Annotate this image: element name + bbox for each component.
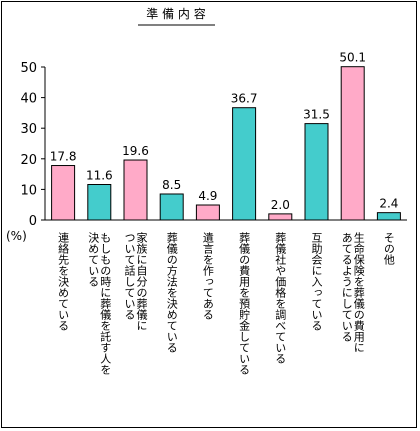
category-label: 葬儀の費用を預貯金している (238, 232, 251, 375)
data-label: 4.9 (198, 189, 217, 203)
bar (159, 193, 184, 221)
data-label: 17.8 (50, 150, 77, 164)
bar (87, 184, 112, 221)
y-tick-label: 10 (20, 183, 37, 198)
bar (340, 66, 365, 221)
bar (376, 212, 401, 221)
data-label: 2.0 (271, 198, 290, 212)
data-label: 36.7 (231, 92, 258, 106)
data-label: 31.5 (303, 108, 330, 122)
data-label: 8.5 (162, 178, 181, 192)
category-label: 決めている (87, 232, 100, 287)
y-tick-label: 30 (20, 122, 37, 137)
category-label: ついて話している (123, 232, 136, 320)
category-label: 葬儀社や価格を調べている (274, 232, 287, 364)
bar (304, 123, 329, 221)
y-tick-label: 40 (20, 92, 37, 107)
category-label: 家族に自分の葬儀に (135, 231, 148, 331)
category-label: 生命保険を葬儀の費用に (352, 231, 365, 353)
bar (195, 204, 220, 221)
category-label: もしもの時に葬儀を託す人を (99, 232, 112, 375)
data-label: 50.1 (339, 51, 366, 65)
data-label: 11.6 (86, 169, 113, 183)
bar (232, 107, 257, 221)
category-label: 互助会に入っている (310, 232, 323, 331)
data-label: 2.4 (379, 197, 398, 211)
plot-area: 0 10 20 30 40 50 17.8 連絡先を決めている 11.6 もしもの時に葬儀を託す人… (20, 51, 407, 375)
category-label: その他 (382, 232, 395, 265)
data-label: 19.6 (122, 144, 149, 158)
y-tick-label: 50 (20, 61, 37, 76)
bar (268, 213, 293, 221)
category-label: あてるようにしている (340, 232, 353, 342)
category-label: 遺言を作ってある (201, 231, 214, 320)
category-label: 連絡先を決めている (57, 231, 70, 331)
y-tick-label: 0 (29, 214, 37, 229)
y-axis-unit-label: (%) (6, 229, 27, 243)
chart-title: 準 備 内 容 (146, 6, 205, 21)
bar (123, 159, 148, 221)
category-label: 葬儀の方法を決めている (165, 232, 178, 353)
y-tick-label: 20 (20, 153, 37, 168)
bar (51, 165, 76, 221)
